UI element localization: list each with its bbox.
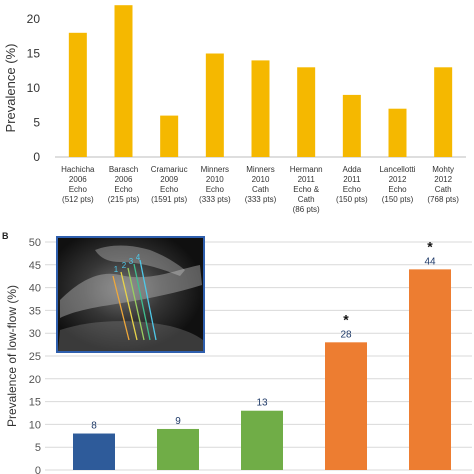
panel-b-y-tick-label: 25 <box>29 351 41 363</box>
panel-b-data-label: 9 <box>175 416 181 427</box>
panel-a-y-tick-label: 10 <box>27 81 41 95</box>
panel-a-bar <box>114 5 133 158</box>
panel-a-y-axis-label: Prevalence (%) <box>3 44 18 133</box>
panel-a-y-tick-label: 20 <box>27 12 41 26</box>
panel-a-y-tick-label: 5 <box>33 116 40 130</box>
echo-measurement-line <box>120 271 138 341</box>
panel-b-data-label: 8 <box>91 421 97 432</box>
panel-b-data-label: 44 <box>424 256 436 267</box>
panel-a-x-tick-label: Hachicha 2006 Echo (512 pts) <box>61 165 95 204</box>
echo-marker-label: 2 <box>122 261 127 270</box>
panel-b-data-label: 13 <box>256 398 268 409</box>
panel-b-bar <box>241 410 283 470</box>
panel-b-y-tick-label: 0 <box>35 465 41 474</box>
panel-a-bar <box>388 108 407 157</box>
panel-b-label: B <box>2 231 9 241</box>
panel-a-x-tick-label: Cramariuc 2009 Echo (1591 pts) <box>151 165 188 204</box>
panel-a-y-tick-label: 15 <box>27 47 41 61</box>
echo-marker-label: 3 <box>129 257 134 266</box>
panel-b-chart: B Prevalence of low-flow (%) 0 5 10 15 20 25 3… <box>2 231 472 474</box>
panel-b-bar <box>157 428 199 470</box>
panel-b-bar <box>73 433 115 470</box>
panel-a-chart: Prevalence (%) 0 5 10 15 20 Hachicha 2006 Echo… <box>3 5 466 214</box>
panel-b-y-tick-label: 35 <box>29 305 41 317</box>
panel-a-bar <box>297 67 316 157</box>
panel-b-y-tick-label: 50 <box>29 237 41 249</box>
panel-a-x-tick-label: Mohty 2012 Cath (768 pts) <box>427 165 459 204</box>
echo-measurement-line <box>127 267 145 341</box>
echo-marker-label: 4 <box>136 253 141 262</box>
panel-b-significance-marker: * <box>427 238 433 254</box>
panel-b-y-tick-label: 10 <box>29 419 41 431</box>
panel-a-y-tick-label: 0 <box>33 150 40 164</box>
panel-b-y-tick-label: 15 <box>29 397 41 409</box>
panel-a-x-tick-label: Minners 2010 Cath (333 pts) <box>245 165 277 204</box>
panel-a-bar <box>251 60 270 157</box>
panel-b-bar <box>325 342 367 470</box>
echo-measurement-line <box>112 275 130 341</box>
panel-a-x-tick-label: Hermann 2011 Echo & Cath (86 pts) <box>290 165 323 214</box>
panel-b-y-tick-label: 30 <box>29 328 41 340</box>
echo-measurement-line <box>133 263 151 341</box>
panel-b-y-tick-label: 5 <box>35 442 41 454</box>
panel-b-y-tick-label: 40 <box>29 283 41 295</box>
panel-a-bar <box>205 53 224 157</box>
panel-a-x-tick-label: Adda 2011 Echo (150 pts) <box>336 165 368 204</box>
panel-b-bar <box>409 269 451 470</box>
echo-measurement-line <box>139 259 157 341</box>
panel-b-data-label: 28 <box>340 329 352 340</box>
panel-a-bar <box>68 32 87 157</box>
panel-b-y-axis-label: Prevalence of low-flow (%) <box>5 285 19 427</box>
panel-a-x-tick-label: Minners 2010 Echo (333 pts) <box>199 165 231 204</box>
echo-marker-label: 1 <box>114 265 119 274</box>
panel-b-y-tick-label: 20 <box>29 374 41 386</box>
panel-a-x-tick-label: Lancellotti 2012 Echo (150 pts) <box>379 165 415 204</box>
panel-a-bar <box>160 115 179 157</box>
panel-a-x-tick-label: Barasch 2006 Echo (215 pts) <box>108 165 140 204</box>
panel-b-significance-marker: * <box>343 311 349 327</box>
panel-b-y-tick-label: 45 <box>29 260 41 272</box>
panel-a-bar <box>342 94 361 157</box>
panel-a-bar <box>434 67 453 157</box>
